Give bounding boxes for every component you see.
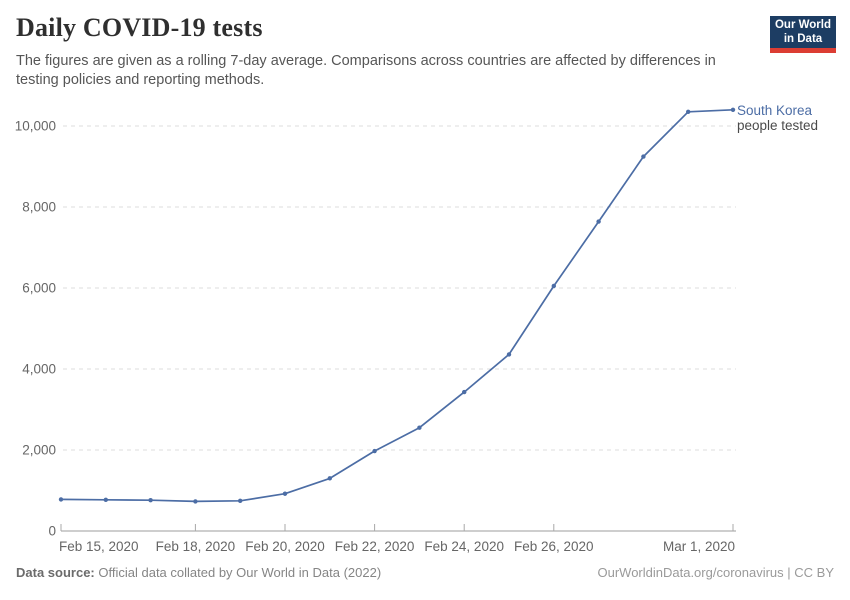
data-source-text: Official data collated by Our World in D… (98, 565, 382, 580)
data-point[interactable] (282, 491, 288, 496)
data-source-label: Data source: (16, 565, 95, 580)
chart-subtitle-line2: testing policies and reporting methods. (16, 72, 265, 88)
y-axis-label: 4,000 (22, 362, 56, 377)
data-point[interactable] (58, 497, 64, 502)
owid-logo[interactable]: Our World in Data (770, 16, 836, 53)
x-axis-label: Feb 22, 2020 (335, 539, 415, 554)
data-point[interactable] (462, 389, 467, 395)
x-axis-label: Feb 24, 2020 (424, 539, 504, 554)
data-point[interactable] (730, 107, 736, 113)
chart-footer: Data source: Official data collated by O… (16, 565, 834, 580)
x-axis-label: Mar 1, 2020 (663, 539, 735, 554)
chart-title: Daily COVID-19 tests (16, 13, 263, 42)
data-point[interactable] (551, 283, 556, 289)
chart-subtitle: The figures are given as a rolling 7-day… (16, 52, 716, 90)
data-point[interactable] (193, 499, 198, 504)
data-line (60, 108, 734, 503)
data-point[interactable] (686, 109, 691, 115)
y-axis-label: 2,000 (22, 443, 56, 458)
data-point[interactable] (417, 425, 422, 430)
owid-logo-text: Our World in Data (770, 16, 836, 48)
data-point[interactable] (327, 476, 332, 481)
series-label[interactable]: South Korea (737, 103, 813, 118)
data-point[interactable] (238, 498, 243, 504)
x-axis-label: Feb 15, 2020 (59, 539, 139, 554)
data-point[interactable] (641, 154, 646, 159)
owid-logo-stripe (770, 48, 836, 53)
data-source-note: Data source: Official data collated by O… (16, 565, 381, 580)
data-point[interactable] (506, 352, 512, 357)
owid-url-license[interactable]: OurWorldinData.org/coronavirus | CC BY (597, 565, 834, 580)
y-axis-label: 10,000 (15, 119, 56, 134)
y-axis-label: 8,000 (22, 200, 56, 215)
x-axis-label: Feb 20, 2020 (245, 539, 325, 554)
data-point[interactable] (103, 497, 109, 503)
x-axis-label: Feb 26, 2020 (514, 539, 594, 554)
chart-subtitle-line1: The figures are given as a rolling 7-day… (16, 53, 716, 69)
data-point[interactable] (372, 448, 377, 454)
data-point[interactable] (596, 219, 601, 224)
series-sublabel: people tested (737, 118, 818, 133)
x-axis-label: Feb 18, 2020 (156, 539, 236, 554)
y-axis-label: 0 (48, 524, 56, 539)
y-axis-label: 6,000 (22, 281, 56, 296)
data-point[interactable] (148, 498, 153, 503)
